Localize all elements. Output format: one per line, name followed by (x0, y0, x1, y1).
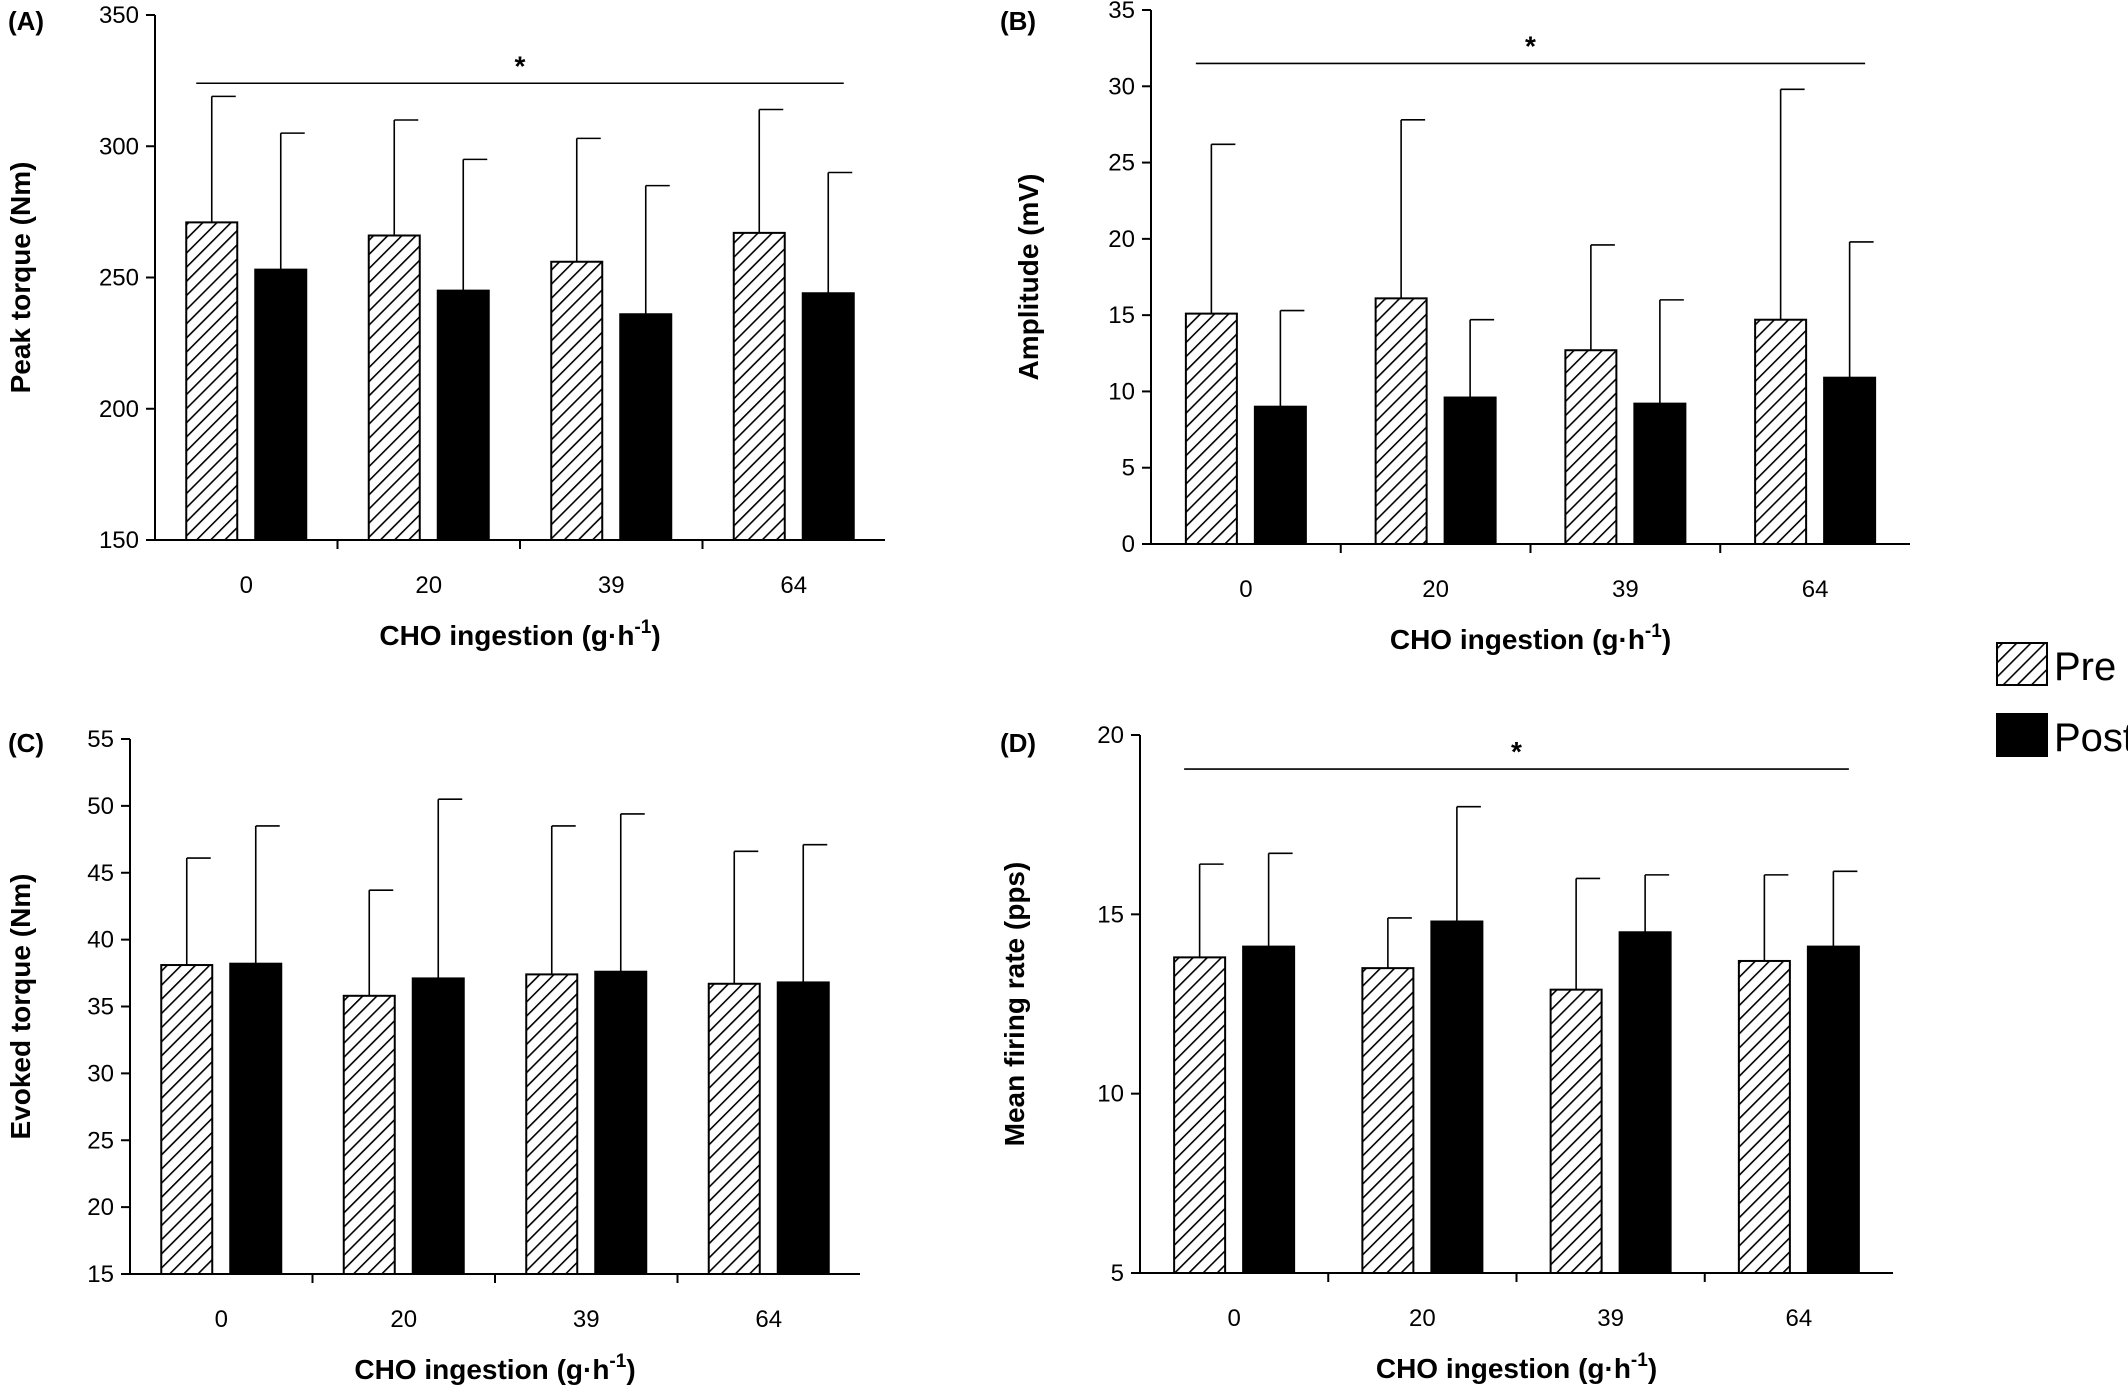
y-tick-label: 200 (99, 396, 139, 423)
y-tick-label: 5 (1111, 1260, 1124, 1287)
y-tick-label: 15 (1108, 302, 1135, 329)
x-axis-title: CHO ingestion (g·h-1) (1376, 1350, 1657, 1384)
panel-label: (C) (8, 728, 44, 758)
y-tick-label: 10 (1108, 378, 1135, 405)
y-axis-title: Mean firing rate (pps) (999, 862, 1030, 1147)
panel-label: (B) (1000, 6, 1036, 36)
bar-pre (550, 260, 604, 541)
bar-post (436, 289, 490, 541)
y-tick-label: 30 (1108, 73, 1135, 100)
x-tick-label: 20 (390, 1306, 417, 1333)
bar-pre (732, 231, 786, 541)
x-tick-label: 39 (598, 572, 625, 599)
y-tick-label: 50 (87, 793, 114, 820)
y-axis-title: Evoked torque (Nm) (5, 873, 36, 1139)
bar-pre (342, 994, 396, 1275)
y-tick-label: 45 (87, 860, 114, 887)
bar-post (776, 981, 830, 1275)
bar-pre (1737, 959, 1791, 1275)
y-tick-label: 35 (1108, 0, 1135, 24)
bar-pre (1549, 988, 1603, 1274)
x-axis-title: CHO ingestion (g·h-1) (1390, 621, 1671, 655)
bar-post (229, 962, 283, 1275)
x-tick-label: 39 (1597, 1305, 1624, 1332)
y-tick-label: 5 (1122, 455, 1135, 482)
bar-post (1633, 402, 1687, 545)
x-axis-title: CHO ingestion (g·h-1) (379, 617, 660, 651)
bar-post (1242, 945, 1296, 1274)
x-tick-label: 64 (755, 1306, 782, 1333)
x-tick-label: 0 (1227, 1305, 1240, 1332)
panel-label: (D) (1000, 728, 1036, 758)
y-tick-label: 20 (1108, 226, 1135, 253)
panel-label: (A) (8, 6, 44, 36)
x-tick-label: 20 (415, 572, 442, 599)
legend-swatch-pre (1996, 642, 2048, 686)
y-tick-label: 55 (87, 726, 114, 753)
bar-post (1253, 405, 1307, 545)
bar-post (411, 977, 465, 1275)
bar-pre (1173, 956, 1227, 1275)
y-tick-label: 0 (1122, 531, 1135, 558)
legend-swatch-post (1996, 713, 2048, 757)
bar-post (1618, 931, 1672, 1274)
x-tick-label: 64 (1802, 576, 1829, 603)
y-tick-label: 350 (99, 2, 139, 29)
y-tick-label: 25 (87, 1127, 114, 1154)
y-tick-label: 10 (1097, 1081, 1124, 1108)
bar-pre (1184, 312, 1238, 546)
y-tick-label: 15 (87, 1261, 114, 1288)
bar-pre (707, 982, 761, 1275)
x-axis-title: CHO ingestion (g·h-1) (354, 1351, 635, 1385)
y-tick-label: 30 (87, 1060, 114, 1087)
bar-pre (1374, 297, 1428, 545)
x-tick-label: 0 (1239, 576, 1252, 603)
panel-a: 150 200 250 300 350 0 20 39 64 CHO ingestion (g·h… (5, 2, 885, 651)
x-tick-label: 39 (1612, 576, 1639, 603)
y-tick-label: 150 (99, 527, 139, 554)
significance-star: * (515, 50, 526, 81)
bar-pre (367, 234, 421, 541)
x-tick-label: 64 (1786, 1305, 1813, 1332)
y-tick-label: 35 (87, 994, 114, 1021)
x-tick-label: 39 (573, 1306, 600, 1333)
y-tick-label: 25 (1108, 150, 1135, 177)
y-tick-label: 20 (87, 1194, 114, 1221)
bar-pre (185, 221, 239, 541)
bar-post (594, 970, 648, 1275)
bar-pre (160, 964, 214, 1275)
bar-pre (525, 973, 579, 1276)
legend-label-pre: Pre (2054, 645, 2116, 689)
y-tick-label: 20 (1097, 722, 1124, 749)
x-tick-label: 20 (1422, 576, 1449, 603)
bar-post (801, 292, 855, 541)
panel-c: 15 20 25 30 35 40 45 50 55 0 20 39 64 CHO ingestion (… (5, 726, 860, 1385)
x-tick-label: 64 (780, 572, 807, 599)
bar-pre (1564, 349, 1618, 545)
bar-post (254, 268, 308, 541)
bar-post (1443, 396, 1497, 545)
significance-star: * (1525, 30, 1536, 61)
y-tick-label: 40 (87, 927, 114, 954)
bar-post (1823, 376, 1877, 545)
y-axis-title: Amplitude (mV) (1013, 174, 1044, 381)
y-axis-title: Peak torque (Nm) (5, 162, 36, 394)
bar-pre (1361, 967, 1415, 1275)
x-tick-label: 20 (1409, 1305, 1436, 1332)
x-tick-label: 0 (240, 572, 253, 599)
panel-d: 5 10 15 20 0 20 39 64 CHO ingestion (g·h-1) Mean … (999, 722, 1893, 1384)
significance-star: * (1511, 736, 1522, 767)
bar-pre (1754, 318, 1808, 545)
legend: Pre Post (1996, 642, 2128, 760)
y-tick-label: 300 (99, 133, 139, 160)
y-tick-label: 15 (1097, 901, 1124, 928)
bar-post (1430, 920, 1484, 1274)
bar-post (1806, 945, 1860, 1274)
y-tick-label: 250 (99, 265, 139, 292)
x-tick-label: 0 (215, 1306, 228, 1333)
legend-label-post: Post (2054, 716, 2128, 760)
bar-post (619, 313, 673, 541)
panel-b: 0 5 10 15 20 25 30 35 0 20 39 64 CHO ingestion (g·h-… (1000, 0, 1910, 655)
